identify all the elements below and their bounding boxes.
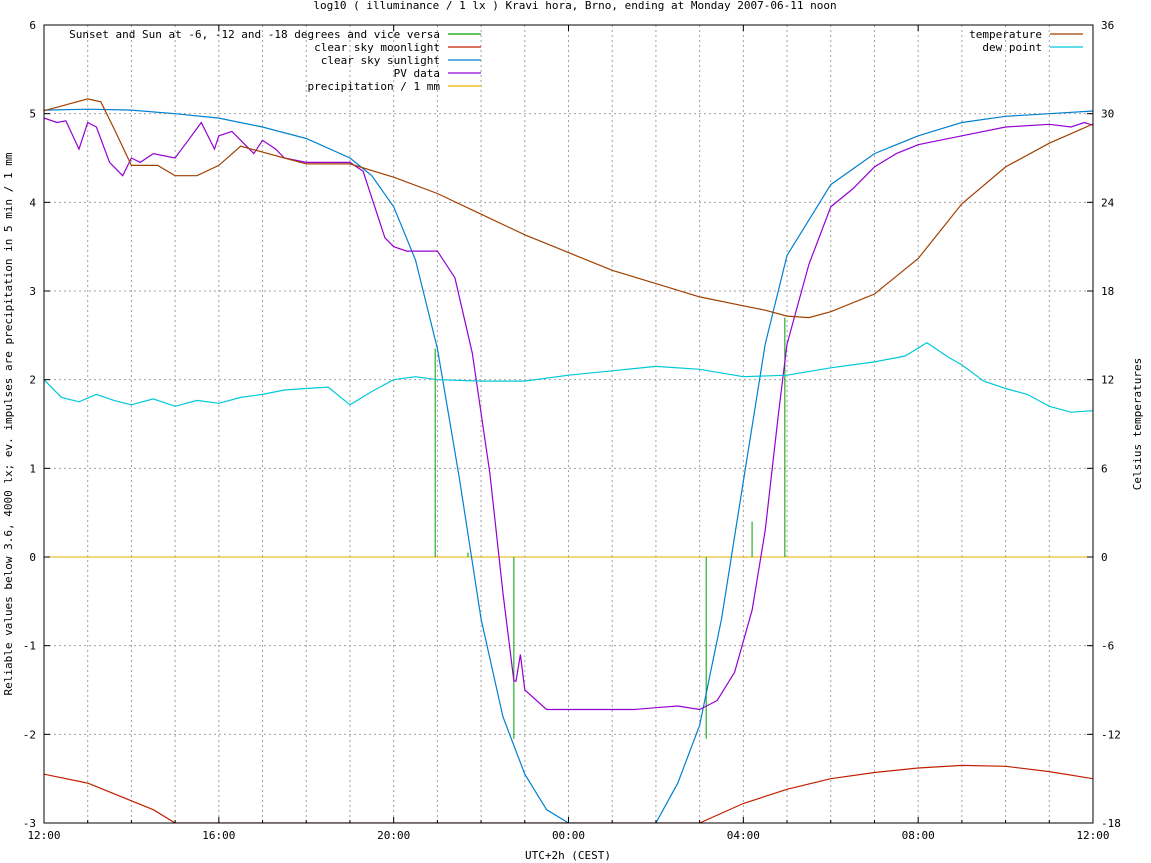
series-dew-point — [44, 341, 1093, 413]
legend-label: clear sky moonlight — [314, 41, 440, 54]
y-tick-label: 0 — [29, 551, 36, 564]
legend-label: PV data — [394, 67, 440, 80]
y2-tick-label: 0 — [1101, 551, 1108, 564]
y-tick-label: -3 — [23, 817, 36, 830]
legend-label: temperature — [969, 28, 1042, 41]
legend-label: precipitation / 1 mm — [308, 80, 441, 93]
y-tick-label: -1 — [23, 640, 36, 653]
y2-tick-label: 18 — [1101, 285, 1114, 298]
y-tick-label: 6 — [29, 19, 36, 32]
y2-tick-label: 30 — [1101, 108, 1114, 121]
plot-series — [44, 98, 1093, 823]
legend-left: Sunset and Sun at -6, -12 and -18 degree… — [69, 28, 481, 93]
y-tick-label: 2 — [29, 374, 36, 387]
plot-frame — [43, 24, 1094, 824]
y2-tick-label: 24 — [1101, 196, 1115, 209]
y2-axis-label: Celsius temperatures — [1131, 358, 1144, 490]
y2-tick-label: 12 — [1101, 374, 1114, 387]
x-tick-label: 12:00 — [27, 829, 60, 842]
y-tick-label: -2 — [23, 728, 36, 741]
series-temperature — [44, 98, 1093, 319]
y-axis-label: Reliable values below 3.6, 4000 lx; ev. … — [2, 152, 15, 695]
y2-tick-label: 6 — [1101, 462, 1108, 475]
x-tick-label: 12:00 — [1076, 829, 1109, 842]
legend-label: dew point — [982, 41, 1042, 54]
series-clear-sky-sunlight — [44, 108, 1093, 823]
legend-label: Sunset and Sun at -6, -12 and -18 degree… — [69, 28, 440, 41]
y-tick-label: 4 — [29, 196, 36, 209]
y2-tick-label: -12 — [1101, 728, 1121, 741]
x-tick-label: 08:00 — [902, 829, 935, 842]
y2-tick-label: -6 — [1101, 640, 1114, 653]
y-tick-label: 1 — [29, 462, 36, 475]
series-pv-data — [44, 117, 1093, 711]
legend-label: clear sky sunlight — [321, 54, 440, 67]
y2-tick-label: 36 — [1101, 19, 1114, 32]
chart-title: log10 ( illuminance / 1 lx ) Kravi hora,… — [313, 0, 836, 12]
series-clear-sky-moonlight — [44, 764, 1093, 823]
grid — [44, 25, 1093, 823]
x-tick-label: 20:00 — [377, 829, 410, 842]
x-tick-label: 16:00 — [202, 829, 235, 842]
axis-ticks: 12:00 16:00 20:00 00:00 04:00 08:00 12:00-3-2-… — [23, 19, 1121, 842]
y-tick-label: 3 — [29, 285, 36, 298]
x-tick-label: 00:00 — [552, 829, 585, 842]
x-tick-label: 04:00 — [727, 829, 760, 842]
y2-tick-label: -18 — [1101, 817, 1121, 830]
x-axis-label: UTC+2h (CEST) — [525, 849, 611, 862]
plot-area — [44, 98, 1093, 823]
y-tick-label: 5 — [29, 108, 36, 121]
